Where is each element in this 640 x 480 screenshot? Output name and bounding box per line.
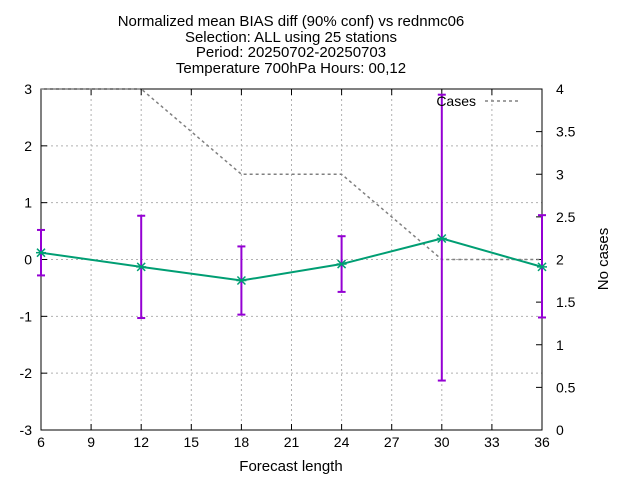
- x-tick-label: 36: [534, 434, 550, 450]
- y-tick-label: 1: [24, 195, 32, 211]
- y2-tick-label: 0: [556, 422, 564, 438]
- data-point: [537, 262, 547, 272]
- axes: 6 9 12 15 18 21 24 27 30 33 36-3-2-1012300.511.522…: [20, 81, 576, 450]
- title-line-4: Temperature 700hPa Hours: 00,12: [176, 60, 406, 77]
- x-tick-label: 27: [384, 434, 400, 450]
- title-line-3: Period: 20250702-20250703: [196, 44, 386, 61]
- y-tick-label: -3: [20, 422, 33, 438]
- legend: Cases: [436, 93, 521, 109]
- x-tick-label: 33: [484, 434, 500, 450]
- y2-tick-label: 0.5: [556, 379, 576, 395]
- y2-tick-label: 1: [556, 337, 564, 353]
- title-line-2: Selection: ALL using 25 stations: [185, 29, 397, 46]
- x-tick-label: 6: [37, 434, 45, 450]
- y-tick-label: 2: [24, 138, 32, 154]
- x-tick-label: 12: [133, 434, 149, 450]
- series-line-cases: [41, 88, 542, 261]
- x-tick-label: 30: [434, 434, 450, 450]
- y2-tick-label: 2: [556, 252, 564, 268]
- y2-axis-label: No cases: [595, 228, 612, 291]
- legend-label-cases: Cases: [436, 93, 476, 109]
- y2-tick-label: 3.5: [556, 124, 576, 140]
- y-tick-label: -2: [20, 365, 33, 381]
- chart-title: Normalized mean BIAS diff (90% conf) vs …: [118, 13, 465, 77]
- y2-tick-label: 3: [556, 166, 564, 182]
- x-tick-label: 21: [284, 434, 300, 450]
- x-axis-label: Forecast length: [239, 458, 342, 475]
- x-tick-label: 18: [234, 434, 250, 450]
- x-tick-label: 24: [334, 434, 350, 450]
- y-tick-label: 3: [24, 81, 32, 97]
- series-line-bias: [40, 237, 543, 282]
- y-tick-label: 0: [24, 252, 32, 268]
- y2-tick-label: 2.5: [556, 209, 576, 225]
- y2-tick-label: 4: [556, 81, 564, 97]
- data-point: [36, 248, 46, 258]
- title-line-1: Normalized mean BIAS diff (90% conf) vs …: [118, 13, 465, 30]
- x-tick-label: 9: [87, 434, 95, 450]
- data-point: [136, 262, 147, 272]
- x-tick-label: 15: [184, 434, 200, 450]
- data-point: [436, 233, 447, 244]
- y2-tick-label: 1.5: [556, 294, 576, 310]
- data-point: [236, 275, 247, 286]
- y-tick-label: -1: [20, 308, 33, 324]
- series-layer: [36, 88, 547, 382]
- data-point: [336, 259, 347, 269]
